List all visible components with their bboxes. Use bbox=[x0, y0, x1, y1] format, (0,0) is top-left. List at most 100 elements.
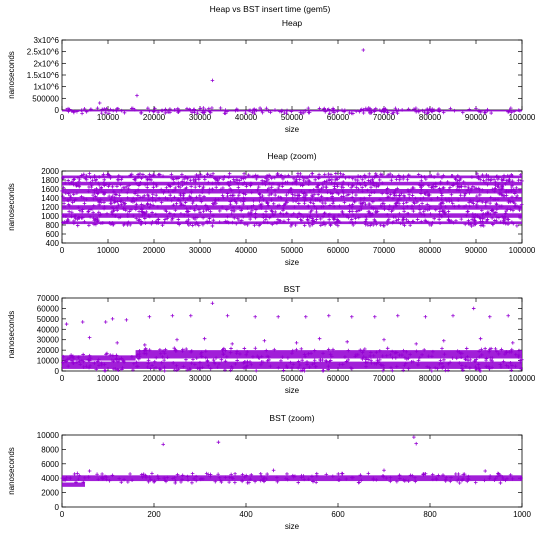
x-tick-label: 90000 bbox=[465, 374, 488, 383]
data-point bbox=[485, 211, 490, 216]
data-point bbox=[484, 219, 489, 223]
data-point bbox=[442, 338, 446, 343]
data-point bbox=[139, 176, 144, 181]
data-point bbox=[133, 107, 137, 112]
data-point bbox=[161, 174, 165, 178]
data-point bbox=[247, 213, 251, 217]
data-point bbox=[499, 365, 503, 369]
data-point bbox=[227, 475, 232, 479]
data-point bbox=[511, 341, 515, 345]
data-point bbox=[305, 215, 310, 219]
data-point bbox=[67, 107, 72, 112]
data-point bbox=[234, 221, 239, 226]
data-point bbox=[430, 369, 434, 373]
data-point bbox=[410, 204, 414, 209]
data-point bbox=[212, 200, 217, 205]
data-point bbox=[328, 352, 333, 357]
data-point bbox=[284, 211, 289, 215]
data-point bbox=[187, 107, 192, 112]
data-point bbox=[121, 200, 125, 205]
data-point bbox=[108, 107, 113, 112]
data-point bbox=[241, 199, 246, 204]
data-point bbox=[360, 350, 365, 355]
data-point bbox=[358, 201, 363, 205]
data-point bbox=[289, 187, 294, 191]
data-point bbox=[304, 314, 308, 319]
data-point bbox=[466, 209, 470, 214]
data-point bbox=[477, 216, 482, 220]
data-point bbox=[391, 196, 395, 201]
data-point bbox=[199, 199, 204, 204]
data-point bbox=[152, 480, 156, 484]
data-point bbox=[72, 110, 76, 115]
data-point bbox=[99, 111, 104, 115]
data-point bbox=[200, 187, 205, 191]
data-point bbox=[184, 347, 189, 351]
data-point bbox=[181, 196, 186, 201]
data-point bbox=[223, 348, 228, 353]
data-point bbox=[268, 110, 273, 115]
data-point bbox=[331, 109, 336, 113]
data-point bbox=[312, 348, 317, 353]
data-point bbox=[382, 207, 387, 212]
data-point bbox=[185, 175, 189, 180]
data-point bbox=[450, 173, 455, 178]
data-point bbox=[197, 184, 202, 189]
data-point bbox=[299, 189, 304, 194]
data-point bbox=[495, 184, 500, 189]
data-point bbox=[381, 474, 386, 479]
data-point bbox=[90, 178, 95, 183]
data-point bbox=[88, 207, 92, 212]
data-point bbox=[197, 177, 201, 182]
data-point bbox=[216, 197, 221, 202]
data-point bbox=[172, 108, 177, 112]
data-point bbox=[487, 476, 492, 481]
data-point bbox=[241, 182, 245, 186]
data-point bbox=[282, 219, 286, 223]
data-point bbox=[332, 204, 336, 209]
data-point bbox=[416, 108, 421, 113]
data-point bbox=[107, 194, 111, 198]
data-point bbox=[91, 197, 96, 201]
data-point bbox=[230, 342, 234, 346]
data-point bbox=[395, 364, 399, 369]
data-point bbox=[109, 197, 113, 202]
data-point bbox=[349, 205, 354, 209]
data-point bbox=[203, 108, 208, 112]
data-point bbox=[139, 472, 144, 477]
data-point bbox=[223, 475, 228, 480]
data-point bbox=[483, 469, 487, 473]
data-point bbox=[350, 314, 354, 319]
data-point bbox=[388, 475, 393, 480]
data-point bbox=[419, 174, 424, 179]
data-point bbox=[142, 203, 146, 208]
data-point bbox=[469, 224, 474, 228]
data-point bbox=[509, 350, 514, 354]
data-point bbox=[143, 175, 148, 179]
data-point bbox=[108, 176, 113, 180]
data-point bbox=[350, 195, 354, 200]
data-point bbox=[211, 213, 215, 218]
data-point bbox=[129, 208, 133, 212]
data-point bbox=[501, 477, 506, 481]
data-point bbox=[423, 207, 427, 212]
data-point bbox=[265, 188, 270, 193]
data-point bbox=[378, 108, 382, 112]
data-point bbox=[95, 106, 100, 110]
data-point bbox=[349, 111, 354, 116]
data-point bbox=[471, 184, 475, 189]
data-point bbox=[64, 107, 68, 112]
data-point bbox=[422, 213, 427, 217]
chart-title: BST bbox=[284, 284, 301, 294]
data-point bbox=[120, 175, 124, 180]
data-point bbox=[71, 182, 76, 187]
data-point bbox=[235, 358, 239, 363]
data-point bbox=[395, 350, 399, 355]
data-point bbox=[165, 197, 170, 202]
data-point bbox=[74, 181, 79, 186]
data-point bbox=[518, 216, 522, 220]
data-point bbox=[473, 480, 478, 485]
data-point bbox=[491, 222, 495, 227]
data-point bbox=[480, 208, 484, 213]
data-point bbox=[264, 176, 268, 181]
